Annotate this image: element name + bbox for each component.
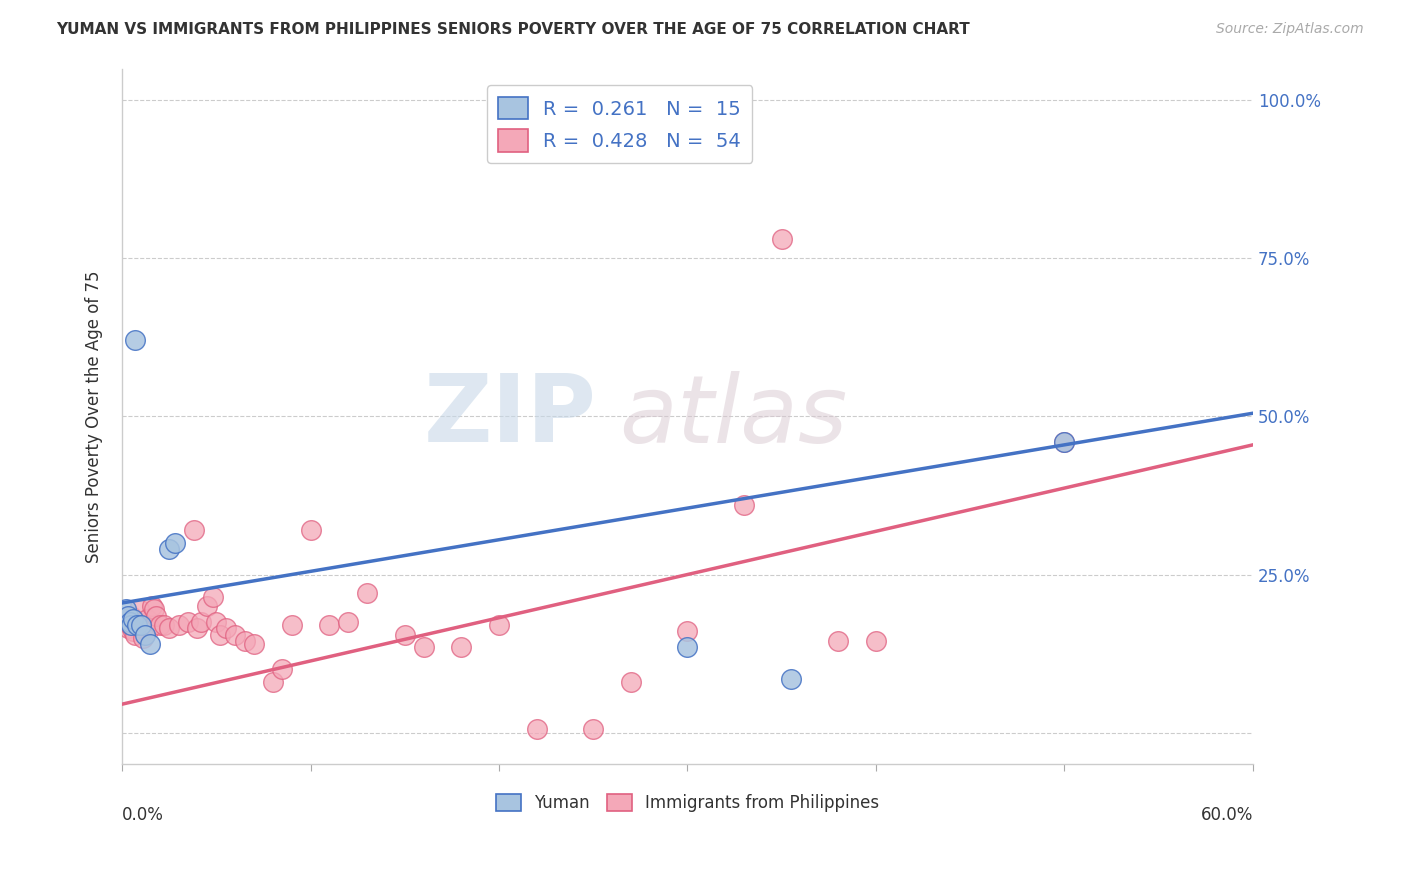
Point [733,498,755,512]
Point [676,640,699,655]
Text: 0.0%: 0.0% [122,806,165,824]
Legend: Yuman, Immigrants from Philippines: Yuman, Immigrants from Philippines [489,787,886,819]
Point [233,634,256,648]
Text: 60.0%: 60.0% [1201,806,1253,824]
Point [215,621,238,635]
Point [488,618,510,632]
Point [167,618,190,632]
Point [280,618,302,632]
Point [394,627,416,641]
Point [118,618,141,632]
Point [149,618,172,632]
Point [780,672,803,686]
Point [163,536,186,550]
Text: YUMAN VS IMMIGRANTS FROM PHILIPPINES SENIORS POVERTY OVER THE AGE OF 75 CORRELAT: YUMAN VS IMMIGRANTS FROM PHILIPPINES SEN… [56,22,970,37]
Point [139,637,162,651]
Point [134,618,156,632]
Point [205,615,228,629]
Point [127,618,149,632]
Point [356,586,378,600]
Point [129,618,152,632]
Point [139,621,162,635]
Text: ZIP: ZIP [425,370,598,462]
Point [676,624,699,639]
Point [121,608,143,623]
Point [127,615,149,629]
Point [620,675,643,690]
Point [337,615,360,629]
Point [243,637,266,651]
Point [271,662,294,676]
Point [262,675,284,690]
Point [827,634,849,648]
Point [318,618,340,632]
Point [112,615,135,629]
Point [183,523,205,537]
Point [122,612,145,626]
Point [145,608,167,623]
Point [129,621,152,635]
Point [118,615,141,629]
Point [450,640,472,655]
Point [124,334,146,348]
Point [299,523,322,537]
Point [582,723,605,737]
Point [190,615,212,629]
Point [195,599,218,614]
Point [122,624,145,639]
Point [157,542,180,557]
Point [117,621,139,635]
Point [770,232,793,246]
Point [141,599,163,614]
Point [177,615,200,629]
Y-axis label: Seniors Poverty Over the Age of 75: Seniors Poverty Over the Age of 75 [86,270,103,563]
Point [134,627,156,641]
Point [135,612,157,626]
Point [412,640,434,655]
Text: atlas: atlas [620,371,848,462]
Point [209,627,232,641]
Point [143,602,166,616]
Point [1053,434,1076,449]
Point [1053,434,1076,449]
Point [224,627,246,641]
Point [114,602,136,616]
Point [121,618,143,632]
Point [865,634,887,648]
Point [132,631,155,645]
Point [157,621,180,635]
Point [117,608,139,623]
Point [201,590,224,604]
Point [114,612,136,626]
Point [526,723,548,737]
Point [186,621,208,635]
Text: Source: ZipAtlas.com: Source: ZipAtlas.com [1216,22,1364,37]
Point [152,618,174,632]
Point [128,602,150,616]
Point [124,627,146,641]
